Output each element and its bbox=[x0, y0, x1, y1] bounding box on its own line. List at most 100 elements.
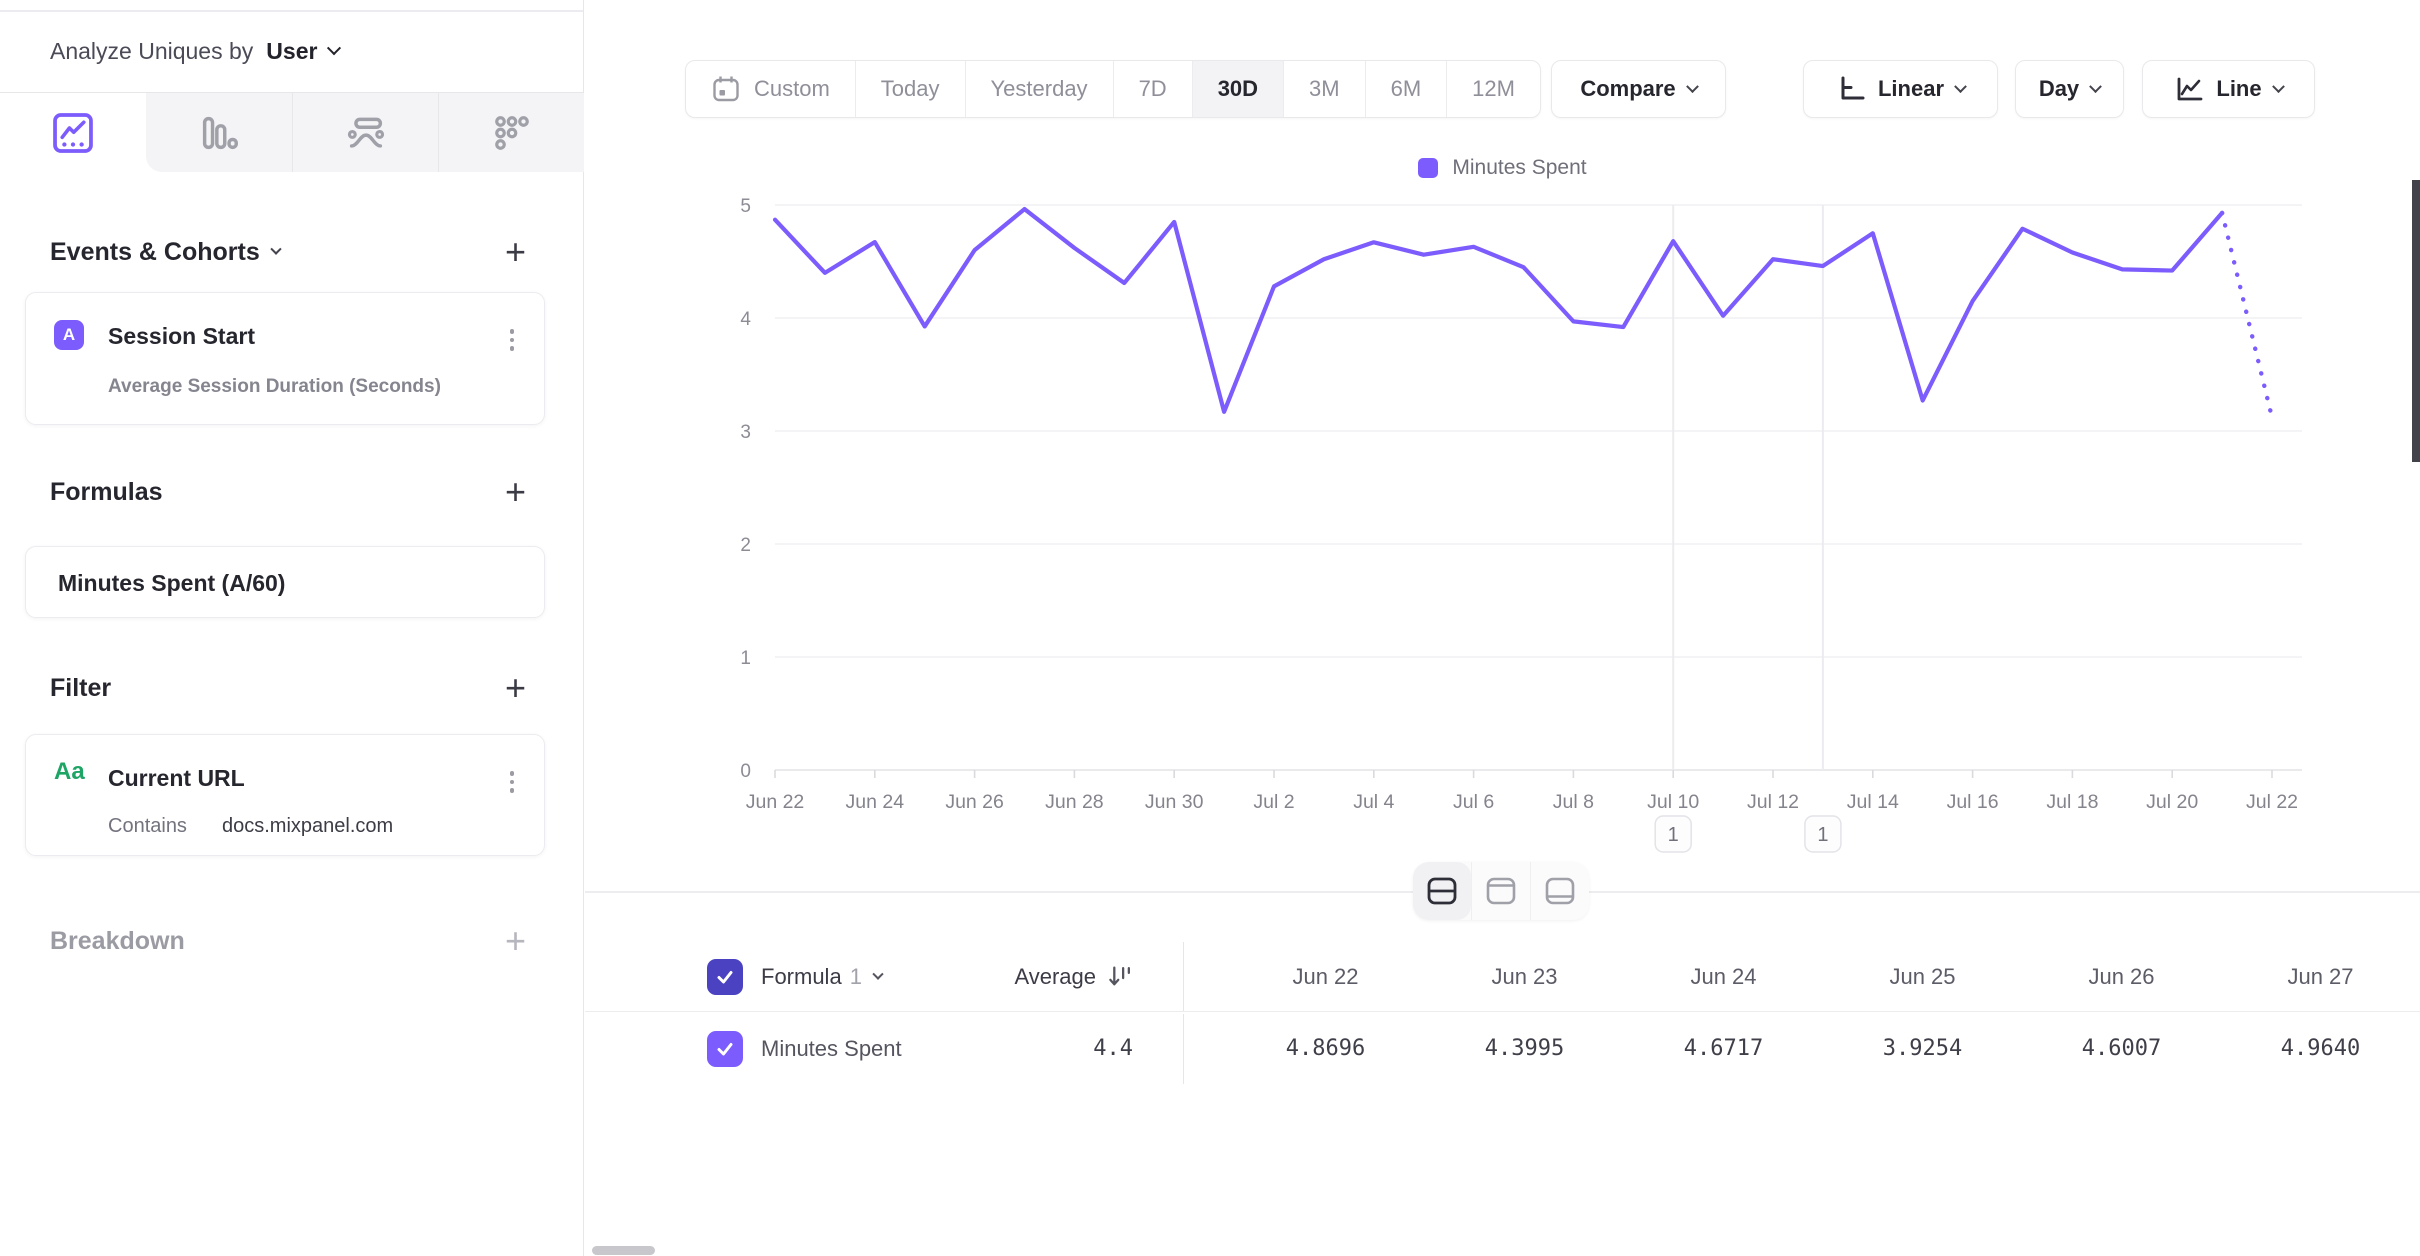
bar-chart-icon bbox=[202, 116, 238, 149]
filter-value[interactable]: docs.mixpanel.com bbox=[222, 815, 394, 837]
range-custom[interactable]: Custom bbox=[686, 61, 855, 117]
compare-label: Compare bbox=[1580, 76, 1676, 101]
event-aggregation[interactable]: Average Session Duration (Seconds) bbox=[108, 376, 441, 397]
sort-descending-icon bbox=[1109, 966, 1130, 986]
svg-text:Jun 22: Jun 22 bbox=[746, 791, 805, 813]
cell-value: 4.6007 bbox=[2081, 1036, 2162, 1061]
event-menu-button[interactable] bbox=[506, 325, 519, 355]
svg-text:5: 5 bbox=[740, 196, 751, 217]
svg-text:Jul 8: Jul 8 bbox=[1553, 791, 1594, 813]
events-cohorts-title[interactable]: Events & Cohorts bbox=[50, 238, 282, 267]
tab-bar-chart[interactable] bbox=[146, 93, 292, 172]
add-filter-button[interactable]: + bbox=[504, 667, 526, 708]
svg-text:Jun 30: Jun 30 bbox=[1145, 791, 1204, 813]
analyze-row: Analyze Uniques by User bbox=[50, 26, 342, 76]
annotation-badge[interactable]: 1 bbox=[1654, 815, 1692, 853]
tab-line-chart[interactable] bbox=[0, 93, 146, 172]
range-3m[interactable]: 3M bbox=[1283, 61, 1365, 117]
date-column-header[interactable]: Jun 27 bbox=[2287, 963, 2354, 989]
interval-label: Day bbox=[2038, 76, 2080, 101]
chart-type-button[interactable]: Line bbox=[2142, 60, 2315, 118]
svg-text:Jul 2: Jul 2 bbox=[1253, 791, 1294, 813]
string-property-icon: Aa bbox=[54, 758, 85, 785]
svg-text:Jul 14: Jul 14 bbox=[1847, 791, 1899, 813]
split-view-icon bbox=[1427, 877, 1457, 905]
line-chart-plot[interactable]: 0 1 2 3 4 5 1 1 Jun 22 Jun 24 Jun 26 Jun 28 Jun 30 Ju… bbox=[585, 190, 2420, 890]
legend-swatch bbox=[1418, 158, 1439, 178]
svg-text:Jul 10: Jul 10 bbox=[1647, 791, 1699, 813]
svg-text:Jul 4: Jul 4 bbox=[1353, 791, 1394, 813]
range-6m[interactable]: 6M bbox=[1364, 61, 1447, 117]
date-column-header[interactable]: Jun 22 bbox=[1292, 963, 1359, 989]
add-breakdown-button[interactable]: + bbox=[504, 920, 526, 961]
table-header-row: Formula 1 Average Jun 22 Jun 23 Jun 24 Jun … bbox=[585, 942, 2420, 1012]
chart-type-label: Line bbox=[2216, 76, 2262, 101]
svg-text:Jul 22: Jul 22 bbox=[2246, 791, 2298, 813]
annotation-badge[interactable]: 1 bbox=[1804, 815, 1842, 853]
chevron-down-icon bbox=[327, 41, 342, 56]
filter-menu-button[interactable] bbox=[506, 767, 519, 797]
flows-icon bbox=[347, 117, 384, 148]
inactive-tabs bbox=[146, 93, 584, 172]
series-checkbox[interactable] bbox=[707, 1030, 743, 1067]
series-line-incomplete[interactable] bbox=[2219, 210, 2275, 420]
chevron-down-icon bbox=[872, 968, 884, 980]
select-all-checkbox[interactable] bbox=[707, 958, 743, 995]
svg-text:2: 2 bbox=[740, 535, 751, 556]
chart-view-toggle[interactable] bbox=[1471, 862, 1530, 920]
svg-text:Jul 16: Jul 16 bbox=[1947, 791, 1999, 813]
analyze-by-selector[interactable]: User bbox=[266, 38, 342, 65]
visualization-tabbar bbox=[0, 92, 584, 172]
filter-operator[interactable]: Contains bbox=[108, 815, 187, 837]
interval-selector-button[interactable]: Day bbox=[2015, 60, 2124, 118]
scale-label: Linear bbox=[1877, 76, 1945, 101]
formula-expression[interactable]: Minutes Spent (A/60) bbox=[58, 569, 286, 596]
event-card[interactable]: A Session Start Average Session Duration… bbox=[25, 292, 545, 425]
query-builder-sidebar: Analyze Uniques by User bbox=[0, 0, 584, 1256]
bottom-panel-icon bbox=[1545, 877, 1575, 905]
filter-card[interactable]: Aa Current URL Contains docs.mixpanel.co… bbox=[25, 734, 545, 856]
event-letter-badge: A bbox=[54, 320, 84, 350]
calendar-icon bbox=[713, 76, 739, 102]
formula-card[interactable]: Minutes Spent (A/60) bbox=[25, 546, 545, 618]
add-formula-button[interactable]: + bbox=[504, 471, 526, 512]
compare-button[interactable]: Compare bbox=[1551, 60, 1726, 118]
average-sort-control[interactable]: Average bbox=[1014, 963, 1133, 990]
cell-value: 4.8696 bbox=[1285, 1036, 1366, 1061]
date-column-header[interactable]: Jun 26 bbox=[2088, 963, 2155, 989]
check-icon bbox=[717, 1042, 733, 1055]
svg-text:Jun 24: Jun 24 bbox=[846, 791, 905, 813]
table-data-row: Minutes Spent 4.4 4.8696 4.3995 4.6717 3.92… bbox=[585, 1013, 2420, 1084]
chevron-down-icon bbox=[270, 243, 282, 255]
split-view-toggle[interactable] bbox=[1413, 862, 1471, 920]
scale-selector-button[interactable]: Linear bbox=[1803, 60, 1998, 118]
svg-text:1: 1 bbox=[1668, 824, 1679, 846]
vertical-scrollbar-thumb[interactable] bbox=[2412, 180, 2420, 462]
retention-grid-icon bbox=[494, 115, 529, 150]
sidebar-top-divider bbox=[0, 10, 583, 12]
range-30d[interactable]: 30D bbox=[1191, 61, 1284, 117]
formula-column-header[interactable]: Formula 1 bbox=[761, 964, 884, 990]
date-column-header[interactable]: Jun 23 bbox=[1491, 963, 1558, 989]
tab-flows[interactable] bbox=[292, 93, 438, 172]
add-event-button[interactable]: + bbox=[504, 231, 526, 272]
cell-value: 3.9254 bbox=[1882, 1036, 1963, 1061]
horizontal-scrollbar-thumb[interactable] bbox=[592, 1246, 655, 1255]
range-yesterday[interactable]: Yesterday bbox=[964, 61, 1113, 117]
check-icon bbox=[717, 970, 733, 983]
date-range-control: Custom Today Yesterday 7D 30D 3M 6M 12M bbox=[685, 60, 1541, 118]
analyze-uniques-label: Analyze Uniques by bbox=[50, 37, 254, 64]
event-name[interactable]: Session Start bbox=[108, 323, 255, 349]
table-view-toggle[interactable] bbox=[1530, 862, 1589, 920]
formulas-section-header: Formulas + bbox=[0, 470, 584, 514]
filter-title: Filter bbox=[50, 673, 112, 702]
range-today[interactable]: Today bbox=[854, 61, 965, 117]
legend-label: Minutes Spent bbox=[1452, 156, 1587, 179]
range-7d[interactable]: 7D bbox=[1112, 61, 1192, 117]
filter-property-name[interactable]: Current URL bbox=[108, 765, 245, 791]
range-12m[interactable]: 12M bbox=[1446, 61, 1540, 117]
date-column-header[interactable]: Jun 25 bbox=[1889, 963, 1956, 989]
tab-retention[interactable] bbox=[438, 93, 584, 172]
series-line[interactable] bbox=[772, 206, 2225, 414]
date-column-header[interactable]: Jun 24 bbox=[1690, 963, 1757, 989]
